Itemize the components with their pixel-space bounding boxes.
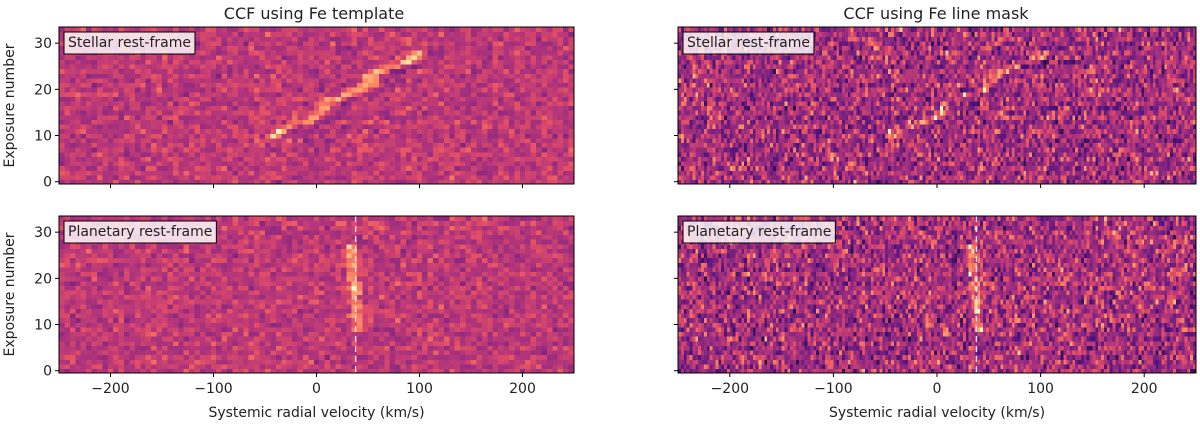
x-tick-label: −100 [194,381,232,397]
heatmap-cells [59,27,575,185]
x-tick-label: 100 [406,381,433,397]
panel-label-box [63,31,196,55]
column-title-left: CCF using Fe template [224,4,404,23]
y-tick-label: 30 [34,225,52,241]
column-title-right: CCF using Fe line mask [843,4,1029,23]
panel-label: Stellar rest-frame [687,35,810,51]
y-tick-label: 0 [43,364,52,380]
panel-label: Planetary rest-frame [687,224,831,240]
heatmap-cells [59,216,575,374]
panel-label-box [682,31,815,55]
x-tick-label: 200 [1131,381,1158,397]
x-axis-label: Systemic radial velocity (km/s) [829,405,1045,421]
y-axis-label: Exposure number [2,43,18,167]
x-tick-label: −200 [711,381,749,397]
panel-stellar-template: Stellar rest-frame 0 10 20 30 Exposure number [2,26,575,191]
panel-label: Planetary rest-frame [68,224,212,240]
x-axis-label: Systemic radial velocity (km/s) [208,405,424,421]
panel-stellar-linemask: Stellar rest-frame [674,26,1197,188]
x-tick-label: 0 [933,381,942,397]
heatmap-cells [678,27,1197,185]
x-tick-label: 0 [312,381,321,397]
heatmap-cells [678,216,1197,374]
x-tick-label: 100 [1027,381,1054,397]
x-tick-label: −200 [91,381,129,397]
y-tick-label: 10 [34,129,52,145]
y-tick-label: 10 [34,318,52,334]
panel-planetary-linemask: Planetary rest-frame −200 −100 0 100 200 Syste… [674,215,1197,421]
panel-label: Stellar rest-frame [68,35,191,51]
y-tick-label: 20 [34,82,52,98]
panel-planetary-template: Planetary rest-frame 0 10 20 30 −200 −100 0 100 2… [2,215,575,421]
panel-label-box [63,220,217,244]
x-tick-label: 200 [509,381,536,397]
y-tick-label: 20 [34,271,52,287]
y-axis-label: Exposure number [2,232,18,356]
y-tick-label: 0 [43,175,52,191]
panel-label-box [682,220,836,244]
x-tick-label: −100 [814,381,852,397]
y-tick-label: 30 [34,36,52,52]
